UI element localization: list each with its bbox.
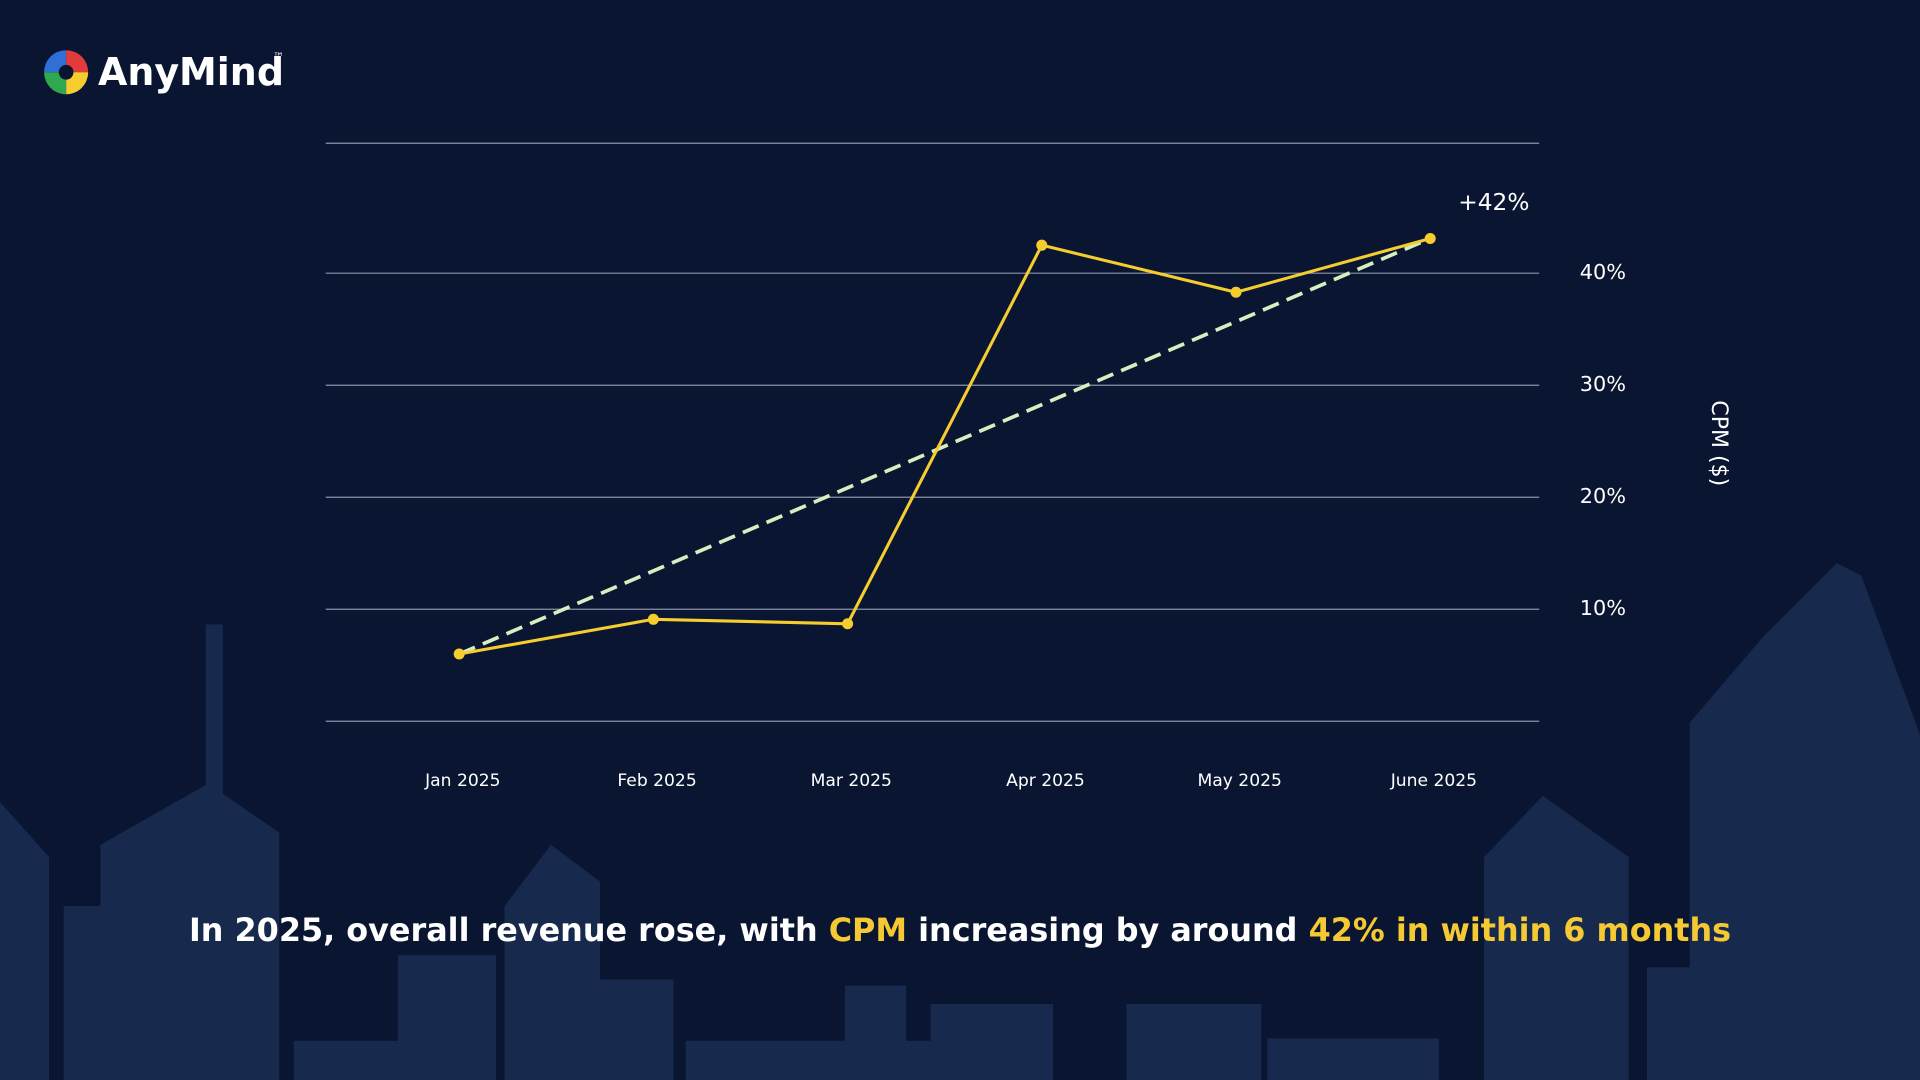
city-skyline (0, 563, 1920, 1080)
data-point (842, 618, 854, 630)
data-point (1230, 286, 1242, 298)
x-tick-label: Apr 2025 (1006, 771, 1085, 791)
caption: In 2025, overall revenue rose, with CPM … (189, 911, 1731, 949)
x-tick-label: June 2025 (1390, 771, 1477, 791)
data-point (647, 613, 659, 625)
logo-green (44, 72, 67, 95)
data-point (1424, 232, 1436, 244)
caption-text: increasing by around (907, 911, 1309, 949)
logo-yellow (66, 72, 89, 95)
x-tick-label: May 2025 (1197, 771, 1281, 791)
y-tick-label: 10% (1580, 596, 1626, 620)
y-tick-label: 40% (1580, 260, 1626, 284)
logo-trademark: ™ (273, 51, 284, 64)
series-line (458, 236, 1431, 656)
x-tick-label: Mar 2025 (811, 771, 892, 791)
trend-annotation: +42% (1458, 189, 1529, 216)
data-point (1036, 239, 1048, 251)
caption-text: In 2025, overall revenue rose, with (189, 911, 829, 949)
logo-red (66, 50, 89, 73)
x-tick-label: Feb 2025 (617, 771, 696, 791)
logo-text: AnyMind (98, 50, 284, 94)
caption-highlight: CPM (829, 911, 907, 949)
y-tick-label: 30% (1580, 372, 1626, 396)
trend-line (458, 236, 1431, 656)
logo-blue (44, 50, 67, 73)
logo-hole (58, 64, 74, 80)
x-tick-label: Jan 2025 (424, 771, 500, 791)
y-tick-label: 20% (1580, 484, 1626, 508)
y-axis-label: CPM ($) (1706, 400, 1731, 486)
caption-highlight: 42% in within 6 months (1309, 911, 1731, 949)
data-point (453, 648, 465, 660)
logo: AnyMind ™ (44, 50, 284, 95)
